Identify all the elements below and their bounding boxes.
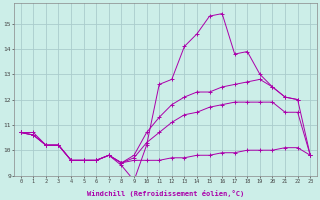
X-axis label: Windchill (Refroidissement éolien,°C): Windchill (Refroidissement éolien,°C) [87,190,244,197]
